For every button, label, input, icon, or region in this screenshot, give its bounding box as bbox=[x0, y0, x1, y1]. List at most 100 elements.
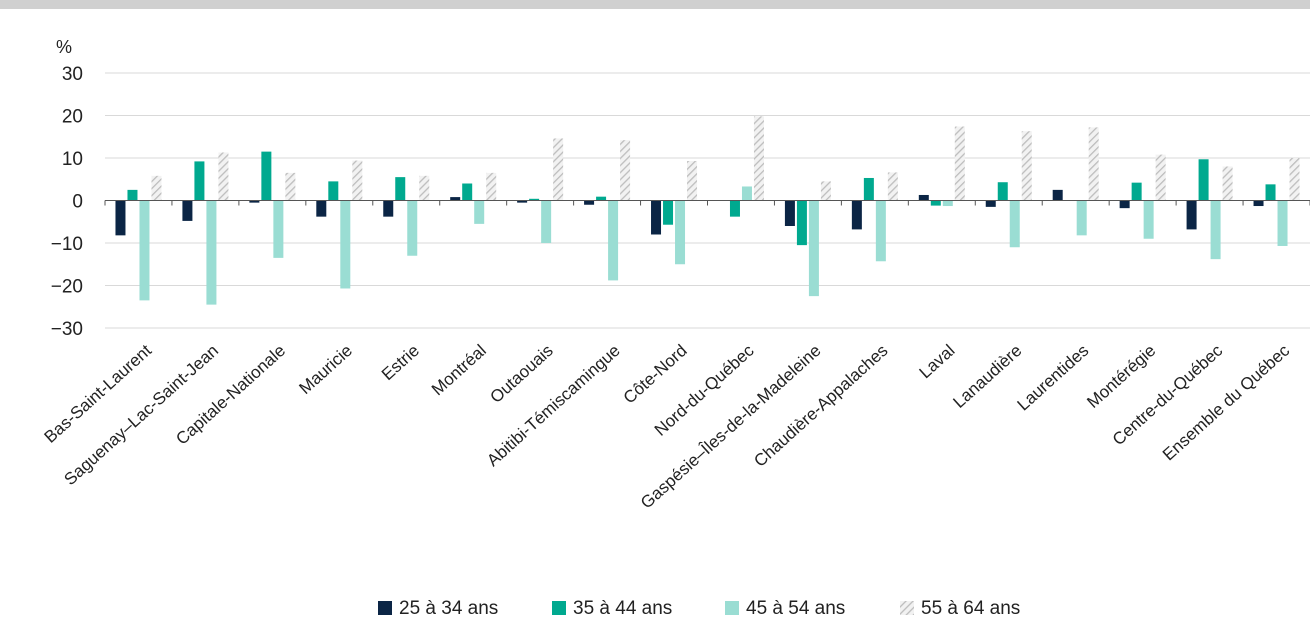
x-tick-label: Centre-du-Québec bbox=[1109, 341, 1227, 450]
bar bbox=[741, 186, 752, 201]
gridlines bbox=[105, 72, 1310, 329]
bar bbox=[596, 196, 607, 201]
bar bbox=[1253, 200, 1264, 207]
x-tick-label: Chaudière-Appalaches bbox=[750, 341, 891, 471]
legend-label: 55 à 64 ans bbox=[921, 598, 1020, 619]
legend-swatch bbox=[900, 601, 914, 615]
bar bbox=[261, 151, 272, 201]
bar bbox=[553, 138, 564, 201]
x-tick-label: Ensemble du Québec bbox=[1159, 341, 1294, 465]
bar bbox=[1289, 158, 1300, 201]
bar bbox=[1222, 166, 1233, 201]
legend-label: 25 à 34 ans bbox=[399, 598, 498, 619]
y-tick-label: 10 bbox=[62, 149, 83, 170]
bar bbox=[808, 200, 819, 297]
bar bbox=[997, 182, 1008, 201]
y-tick-label: 20 bbox=[62, 107, 83, 128]
bar bbox=[383, 200, 394, 217]
bar bbox=[663, 200, 674, 225]
bar bbox=[887, 172, 898, 201]
bar bbox=[1155, 154, 1166, 201]
bar bbox=[1210, 200, 1221, 260]
bar bbox=[796, 200, 807, 246]
bar bbox=[273, 200, 284, 258]
legend-swatch bbox=[378, 601, 392, 615]
category-labels: Bas-Saint-LaurentSaguenay–Lac-Saint-Jean… bbox=[41, 341, 1294, 513]
bar bbox=[1009, 200, 1020, 248]
bar bbox=[584, 200, 595, 205]
bar bbox=[529, 198, 540, 201]
bar bbox=[541, 200, 552, 243]
bar bbox=[1088, 127, 1099, 201]
bar bbox=[729, 200, 740, 217]
x-tick-label: Capitale-Nationale bbox=[172, 341, 289, 449]
bar bbox=[1186, 200, 1197, 230]
bar bbox=[1277, 200, 1288, 246]
x-tick-label: Côte-Nord bbox=[620, 341, 691, 408]
bar bbox=[608, 200, 619, 281]
bar bbox=[218, 152, 229, 201]
y-axis-unit-label: % bbox=[56, 37, 72, 57]
legend-swatch bbox=[552, 601, 566, 615]
legend: 25 à 34 ans 35 à 44 ans 45 à 54 ans 55 à 64… bbox=[378, 598, 1020, 619]
bar bbox=[419, 175, 430, 201]
bar bbox=[1119, 200, 1130, 209]
legend-label: 35 à 44 ans bbox=[573, 598, 672, 619]
bar bbox=[139, 200, 150, 301]
bar bbox=[851, 200, 862, 230]
bar bbox=[1131, 182, 1142, 201]
bar bbox=[285, 172, 296, 201]
bar bbox=[651, 200, 662, 235]
legend-label: 45 à 54 ans bbox=[746, 598, 845, 619]
bar bbox=[1198, 159, 1209, 201]
bar bbox=[985, 200, 996, 207]
top-divider-bar bbox=[0, 0, 1310, 9]
x-tick-label: Mauricie bbox=[296, 341, 356, 398]
bar bbox=[486, 172, 497, 201]
x-tick-label: Outaouais bbox=[487, 341, 557, 407]
x-tick-label: Montréal bbox=[428, 341, 490, 399]
bar bbox=[182, 200, 193, 221]
bar bbox=[784, 200, 795, 226]
y-tick-label: −30 bbox=[51, 319, 83, 340]
x-tick-label: Bas-Saint-Laurent bbox=[41, 341, 156, 447]
bar bbox=[450, 197, 461, 201]
zero-line-group bbox=[104, 200, 1310, 206]
bar bbox=[942, 200, 953, 207]
y-tick-label: 30 bbox=[62, 64, 83, 85]
bar bbox=[918, 194, 929, 201]
bar bbox=[820, 181, 831, 201]
bar bbox=[249, 200, 260, 203]
bar bbox=[127, 189, 138, 201]
bar bbox=[875, 200, 886, 262]
bars bbox=[115, 116, 1300, 305]
x-tick-label: Laurentides bbox=[1014, 341, 1093, 415]
bar bbox=[954, 126, 965, 201]
bar bbox=[1076, 200, 1087, 236]
bar bbox=[151, 175, 162, 201]
x-tick-label: Abitibi-Témiscamingue bbox=[483, 341, 623, 470]
bar bbox=[395, 177, 406, 201]
y-tick-label: 0 bbox=[72, 192, 83, 213]
bar bbox=[194, 161, 205, 201]
bar bbox=[352, 160, 363, 201]
bar bbox=[753, 116, 764, 201]
bar bbox=[1021, 131, 1032, 201]
bar bbox=[316, 200, 327, 217]
bar bbox=[206, 200, 217, 305]
bar bbox=[1143, 200, 1154, 239]
bar bbox=[115, 200, 126, 236]
bar bbox=[930, 200, 941, 206]
x-tick-label: Laval bbox=[916, 341, 959, 382]
bar bbox=[340, 200, 351, 289]
bar bbox=[620, 140, 631, 201]
bar bbox=[407, 200, 418, 256]
legend-swatch bbox=[725, 601, 739, 615]
bar bbox=[517, 200, 528, 203]
y-tick-label: −10 bbox=[51, 234, 83, 255]
bar bbox=[863, 177, 874, 201]
bar bbox=[462, 183, 473, 201]
bar bbox=[474, 200, 485, 224]
bar bbox=[687, 160, 698, 201]
